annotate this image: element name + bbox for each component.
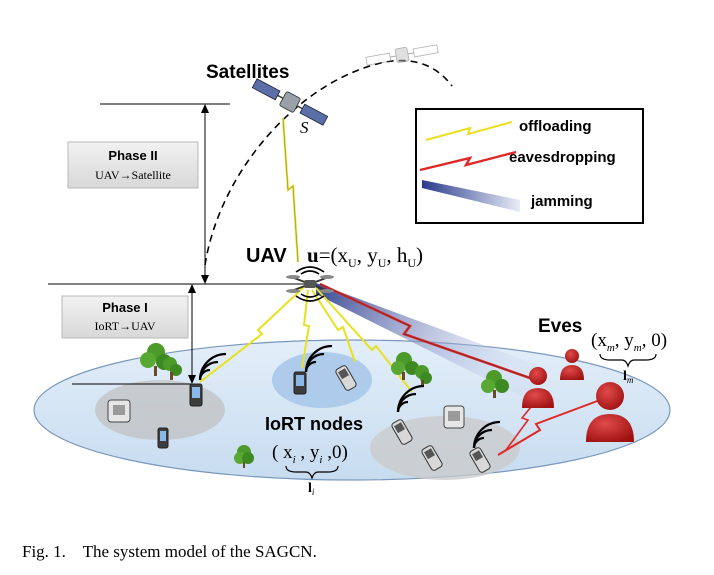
iort-device-icon bbox=[157, 427, 169, 449]
iort-coord-y: , y bbox=[296, 442, 320, 463]
eves-coord-end: , 0) bbox=[642, 330, 667, 351]
phase1-arrow-head-bottom bbox=[188, 375, 196, 384]
eaves-ground-link-1 bbox=[497, 399, 601, 456]
iort-coord-x: ( x bbox=[272, 442, 293, 463]
uav-label: UAV bbox=[246, 245, 287, 267]
satellite-symbol: S bbox=[300, 118, 309, 137]
phase1-subtitle: IoRT→UAV bbox=[94, 319, 155, 333]
eves-coord-sub-y: m bbox=[634, 342, 642, 354]
satellite-orbit bbox=[204, 59, 453, 266]
uav-coordinate: u=(xU, yU, hU) bbox=[307, 243, 423, 270]
eves-label: Eves bbox=[538, 316, 582, 337]
iort-flip-phone-icon bbox=[391, 419, 413, 445]
legend-eavesdropping-label: eavesdropping bbox=[509, 149, 616, 166]
iort-flip-phone-icon bbox=[421, 445, 443, 471]
legend-offloading-label: offloading bbox=[519, 118, 591, 135]
tree-icon bbox=[234, 445, 254, 468]
wifi-signal-icon bbox=[198, 352, 227, 381]
iort-brace-sub: i bbox=[312, 487, 315, 497]
uav-coord-h: , h bbox=[386, 243, 408, 267]
legend-eavesdropping-symbol bbox=[419, 150, 517, 172]
iort-flip-phone-icon bbox=[335, 365, 357, 391]
eves-coordinate: (xm, ym, 0) bbox=[591, 330, 667, 354]
wifi-signal-icon bbox=[472, 420, 501, 449]
uav-icon bbox=[286, 266, 334, 302]
eavesdropper-icon bbox=[522, 367, 554, 408]
phase1-title: Phase I bbox=[102, 300, 148, 315]
iort-nodes-label: IoRT nodes bbox=[265, 414, 363, 434]
cluster-center bbox=[272, 352, 372, 408]
eves-brace bbox=[599, 353, 657, 368]
wifi-signal-icon bbox=[396, 384, 425, 413]
uav-coord-end: ) bbox=[416, 243, 423, 267]
tree-icon bbox=[140, 343, 182, 380]
satellite-faded-icon bbox=[365, 44, 439, 66]
phase2-subtitle: UAV→Satellite bbox=[95, 168, 171, 182]
satellite-icon bbox=[251, 78, 329, 126]
eves-coord-y: , y bbox=[615, 330, 635, 351]
iort-coord-end: ,0) bbox=[322, 442, 347, 463]
legend-offloading-symbol bbox=[425, 121, 513, 141]
iort-robot-icon bbox=[443, 405, 465, 429]
phase2-arrow-head-bottom bbox=[201, 275, 209, 284]
iort-brace-l: l bbox=[308, 481, 312, 496]
uav-coord-y: , y bbox=[357, 243, 379, 267]
uav-coord-sub-x: U bbox=[348, 256, 357, 270]
eves-coord-sub-x: m bbox=[607, 342, 615, 354]
eves-brace-sub: m bbox=[627, 375, 634, 385]
iort-flip-phone-icon bbox=[469, 447, 491, 473]
eavesdropper-icon bbox=[560, 349, 584, 380]
eavesdropper-icon bbox=[586, 382, 634, 442]
iort-device-icon bbox=[293, 371, 307, 395]
phase1-arrow-head-top bbox=[188, 284, 196, 293]
uplink-offloading-link bbox=[281, 117, 300, 263]
iort-device-icon bbox=[189, 383, 203, 407]
phase2-box bbox=[67, 141, 199, 189]
phase2-arrow-head-top bbox=[201, 104, 209, 113]
tree-icon bbox=[481, 370, 509, 398]
legend-box bbox=[415, 108, 644, 224]
iort-brace-label: li bbox=[308, 481, 315, 497]
uav-coord-vector: u bbox=[307, 243, 319, 267]
satellites-label: Satellites bbox=[206, 62, 289, 83]
uav-coord-sub-h: U bbox=[407, 256, 416, 270]
legend-jamming-label: jamming bbox=[530, 193, 593, 210]
iort-robot-icon bbox=[107, 399, 131, 423]
iort-coord-sub-x: i bbox=[293, 454, 296, 466]
wifi-signal-icon bbox=[304, 344, 333, 373]
eves-brace-label: lm bbox=[623, 369, 634, 385]
legend-jamming-symbol bbox=[422, 180, 520, 212]
eves-brace-l: l bbox=[623, 369, 627, 384]
iort-coord-sub-y: i bbox=[319, 454, 322, 466]
uav-coord-x: =(x bbox=[319, 243, 349, 267]
phase2-title: Phase II bbox=[108, 148, 157, 163]
figure-caption: Fig. 1. The system model of the SAGCN. bbox=[22, 542, 317, 561]
tree-icon bbox=[391, 352, 432, 387]
eves-coord-x: (x bbox=[591, 330, 607, 351]
uav-coord-sub-y: U bbox=[378, 256, 387, 270]
phase1-box bbox=[61, 295, 189, 339]
iort-coordinate: ( xi , yi ,0) bbox=[272, 442, 348, 466]
iort-brace bbox=[285, 465, 339, 480]
